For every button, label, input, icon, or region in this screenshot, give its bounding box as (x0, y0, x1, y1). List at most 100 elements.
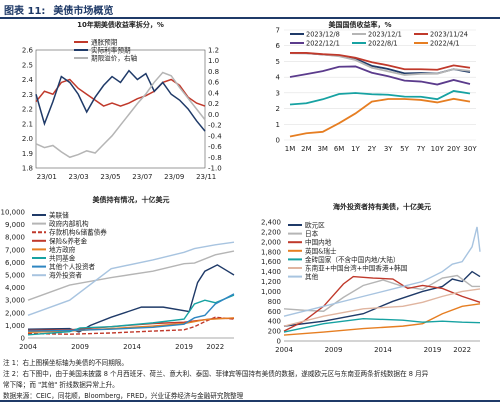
chart2-title: 美国国债收益率，% (328, 20, 391, 29)
chart2-legend-label: 2023/12/1 (368, 31, 402, 39)
chart3-legend-label: 海外投资者 (49, 271, 82, 280)
chart2-ytick: 5 (276, 58, 280, 66)
chart2-series-line (289, 97, 471, 138)
chart4-ytick: 1,000 (261, 288, 281, 296)
chart1-ytick-right: -1.0 (208, 165, 222, 173)
chart4-xtick: 2004 (275, 346, 293, 354)
note-1: 注 1：右上图横坐标轴为美债的不同期限。 (3, 359, 128, 367)
chart1-series-line (35, 78, 206, 107)
chart2-xtick: 3M (317, 145, 328, 153)
chart2-xtick: 3Y (384, 145, 393, 153)
chart1-ytick-left: 2.5 (22, 61, 33, 69)
chart2-ytick: 7 (276, 27, 280, 35)
figure-title-text: 美债市场概览 (53, 6, 114, 17)
chart1-ytick-left: 1.8 (22, 165, 33, 173)
chart2-legend-label: 2022/4/1 (430, 40, 460, 48)
chart3-ytick: 9,000 (5, 221, 25, 229)
chart2-series-line (289, 90, 471, 106)
chart1-xtick: 23/07 (132, 173, 152, 181)
bottom-rule (0, 400, 500, 402)
note-2: 注 2：右下图中，由于美国未披露 8 个月西班牙、荷兰、意大利、泰国、菲律宾等国… (3, 370, 429, 378)
chart2-legend-label: 2023/11/24 (430, 31, 468, 39)
chart4-ytick: 0 (277, 338, 281, 346)
chart3-legend-label: 保险&养老金 (49, 236, 88, 245)
chart3-ytick: 8,000 (5, 234, 25, 242)
chart2-series-line (290, 52, 471, 71)
chart1-legend-label: 通胀预期 (91, 38, 118, 47)
chart4-title: 海外投资者持有美债，十亿美元 (333, 202, 431, 211)
chart1-frame (35, 49, 206, 169)
chart1-ytick-left: 2.4 (22, 76, 34, 84)
chart2-legend-label: 2022/12/1 (306, 40, 340, 48)
chart4-ytick: 2,200 (261, 228, 281, 236)
chart4-legend-label: 日本 (305, 229, 319, 238)
chart4-xtick: 2014 (374, 346, 392, 354)
data-source: 数据来源：CEIC，同花顺，Bloomberg，FRED，兴业证券经济与金融研究… (3, 392, 244, 400)
chart1-ytick-left: 2.6 (22, 47, 34, 55)
chart1-xtick: 23/05 (100, 173, 120, 181)
chart3-series-line (27, 250, 235, 301)
chart2-xtick: 10Y (431, 145, 445, 153)
chart4-ytick: 200 (268, 328, 281, 336)
chart3-series-line (27, 293, 235, 332)
chart1-xtick: 23/01 (37, 173, 57, 181)
chart3-ytick: 4,000 (5, 284, 25, 292)
chart2-xtick: 2M (301, 145, 312, 153)
chart1-ytick-right: 0.8 (208, 68, 219, 76)
chart1-ytick-right: 0.2 (208, 100, 219, 108)
chart1-ytick-left: 2.3 (22, 91, 33, 99)
chart3-ytick: 6,000 (5, 259, 25, 267)
chart4-legend-label: 英国&瑞士 (305, 246, 337, 255)
chart4-series-line (283, 317, 481, 333)
chart1-xtick: 23/11 (196, 173, 216, 181)
chart1-ytick-right: 1.0 (208, 57, 219, 65)
chart2-xtick: 6M (334, 145, 345, 153)
chart1-ytick-right: -0.6 (208, 143, 222, 151)
chart4-ytick: 1,800 (261, 248, 281, 256)
chart2-xtick: 2Y (367, 145, 376, 153)
chart1-ytick-right: 0.4 (208, 89, 220, 97)
chart2-ytick: 4 (276, 74, 281, 82)
chart2-ytick: 3 (276, 89, 280, 97)
chart2-xtick: 7Y (417, 145, 426, 153)
figure-title: 图表 11: 美债市场概览 (4, 2, 113, 17)
chart1-series-line (35, 71, 206, 159)
chart1-xtick: 23/09 (164, 173, 184, 181)
chart1-ytick-left: 2.0 (22, 135, 33, 143)
chart4-xtick: 2019 (424, 346, 442, 354)
chart1-ytick-right: 1.2 (208, 47, 219, 55)
chart2-xtick: 1M (285, 145, 296, 153)
chart4-ytick: 600 (268, 308, 281, 316)
chart1-ytick-right: -0.4 (208, 132, 222, 140)
chart2-ytick: 2 (276, 105, 280, 113)
chart4-legend-label: 其他 (305, 272, 319, 281)
chart2-ytick: 1 (276, 121, 280, 129)
chart4-xtick: 2022 (453, 346, 471, 354)
chart1-ytick-left: 2.1 (22, 120, 33, 128)
chart1-legend-label: 期限溢价，右轴 (91, 54, 138, 63)
chart3-ytick: 3,000 (5, 297, 25, 305)
chart1-ytick-left: 2.2 (22, 106, 33, 114)
chart2-ytick: 0 (276, 137, 280, 145)
chart3-xtick: 2009 (71, 343, 89, 351)
chart4-series-line (283, 270, 481, 327)
chart3-legend-label: 存款机构&储蓄债券 (49, 228, 107, 237)
chart4-ytick: 800 (268, 298, 281, 306)
chart3-xtick: 2019 (175, 343, 193, 351)
chart4-legend-label: 中国内地 (305, 238, 332, 247)
chart1-series-line (35, 69, 206, 132)
chart4-legend-label: 欧元区 (305, 221, 325, 230)
chart3-series-line (27, 241, 235, 316)
chart3-legend-label: 政府内部机构 (49, 219, 89, 228)
chart1-ytick-right: -0.8 (208, 154, 222, 162)
chart4-legend-label: 东南亚+中国台湾+中国香港+韩国 (305, 264, 408, 273)
chart3-series-line (27, 264, 235, 333)
chart3-legend-label: 地方政府 (49, 245, 76, 254)
chart4-legend-label: 金砖国家（不含中国内地/大陆） (305, 255, 400, 264)
chart1-title: 10年期美债收益率拆分，% (77, 20, 164, 29)
chart3-ytick: 7,000 (5, 246, 25, 254)
chart3-ytick: 2,000 (5, 309, 25, 317)
chart3-ytick: 0 (21, 335, 25, 343)
chart1-ytick-right: 0.6 (208, 79, 220, 87)
chart1-ytick-right: 0.0 (208, 111, 219, 119)
